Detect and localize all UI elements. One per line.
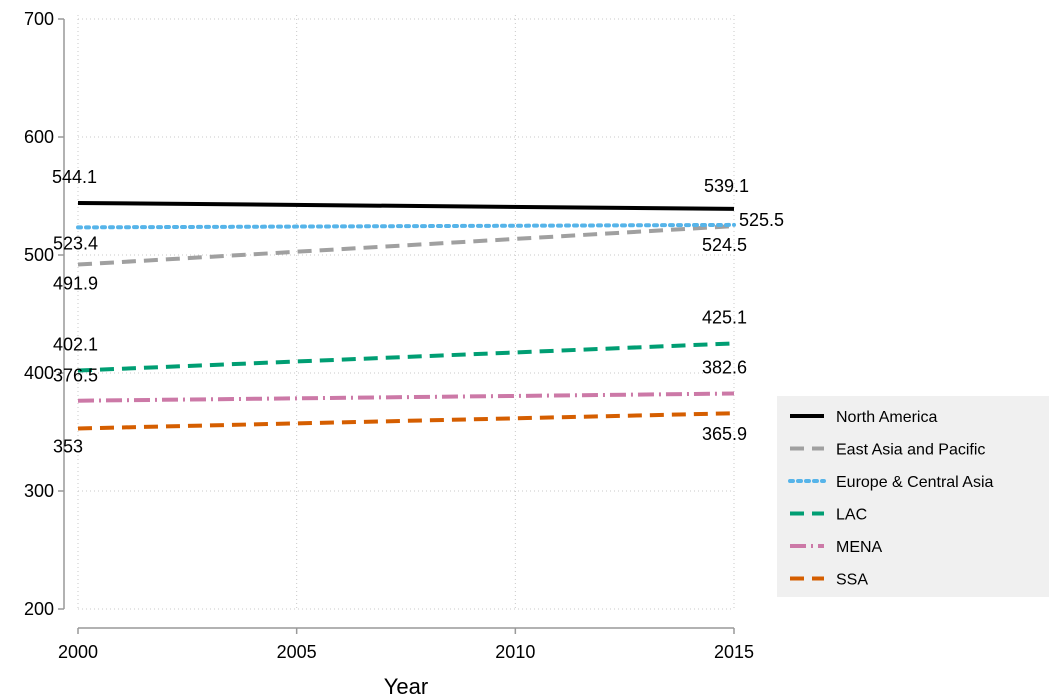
legend-label: Europe & Central Asia xyxy=(836,474,994,491)
legend-label: SSA xyxy=(836,572,868,589)
series-line xyxy=(77,391,735,403)
data-label: 365.9 xyxy=(702,424,747,444)
x-tick-label: 2015 xyxy=(714,642,754,662)
legend: North America East Asia and Pacific Europe… xyxy=(777,396,1049,597)
data-label: 491.9 xyxy=(53,274,98,294)
axes: 200 300 400 500 600 700 2000 2005 2010 2015 xyxy=(24,9,754,662)
legend-label: MENA xyxy=(836,539,883,556)
data-label: 425.1 xyxy=(702,307,747,327)
data-label: 525.5 xyxy=(739,210,784,230)
data-label: 353 xyxy=(53,436,83,456)
y-tick-label: 600 xyxy=(24,127,54,147)
y-tick-label: 300 xyxy=(24,481,54,501)
x-axis-title: Year xyxy=(384,674,428,699)
legend-label: East Asia and Pacific xyxy=(836,442,985,459)
x-tick-label: 2000 xyxy=(58,642,98,662)
x-tick-label: 2005 xyxy=(277,642,317,662)
legend-box xyxy=(777,396,1049,597)
series-line xyxy=(77,224,735,267)
legend-label: North America xyxy=(836,409,937,426)
data-labels: 544.1 539.1 491.9 524.5 523.4 525.5 402.1 425.1… xyxy=(52,167,784,456)
data-label: 376.5 xyxy=(53,366,98,386)
data-label: 524.5 xyxy=(702,235,747,255)
series-lines xyxy=(76,200,736,431)
series-line xyxy=(76,222,736,230)
data-label: 523.4 xyxy=(53,233,98,253)
data-label: 402.1 xyxy=(53,335,98,355)
x-tick-label: 2010 xyxy=(495,642,535,662)
series-line xyxy=(77,200,735,211)
y-tick-label: 200 xyxy=(24,599,54,619)
legend-label: LAC xyxy=(836,507,867,524)
data-label: 539.1 xyxy=(704,176,749,196)
series-line xyxy=(77,341,735,373)
y-tick-label: 700 xyxy=(24,9,54,29)
data-label: 544.1 xyxy=(52,167,97,187)
series-line xyxy=(77,411,735,431)
y-tick-label: 500 xyxy=(24,245,54,265)
grid xyxy=(77,15,735,610)
data-label: 382.6 xyxy=(702,358,747,378)
y-tick-label: 400 xyxy=(24,363,54,383)
